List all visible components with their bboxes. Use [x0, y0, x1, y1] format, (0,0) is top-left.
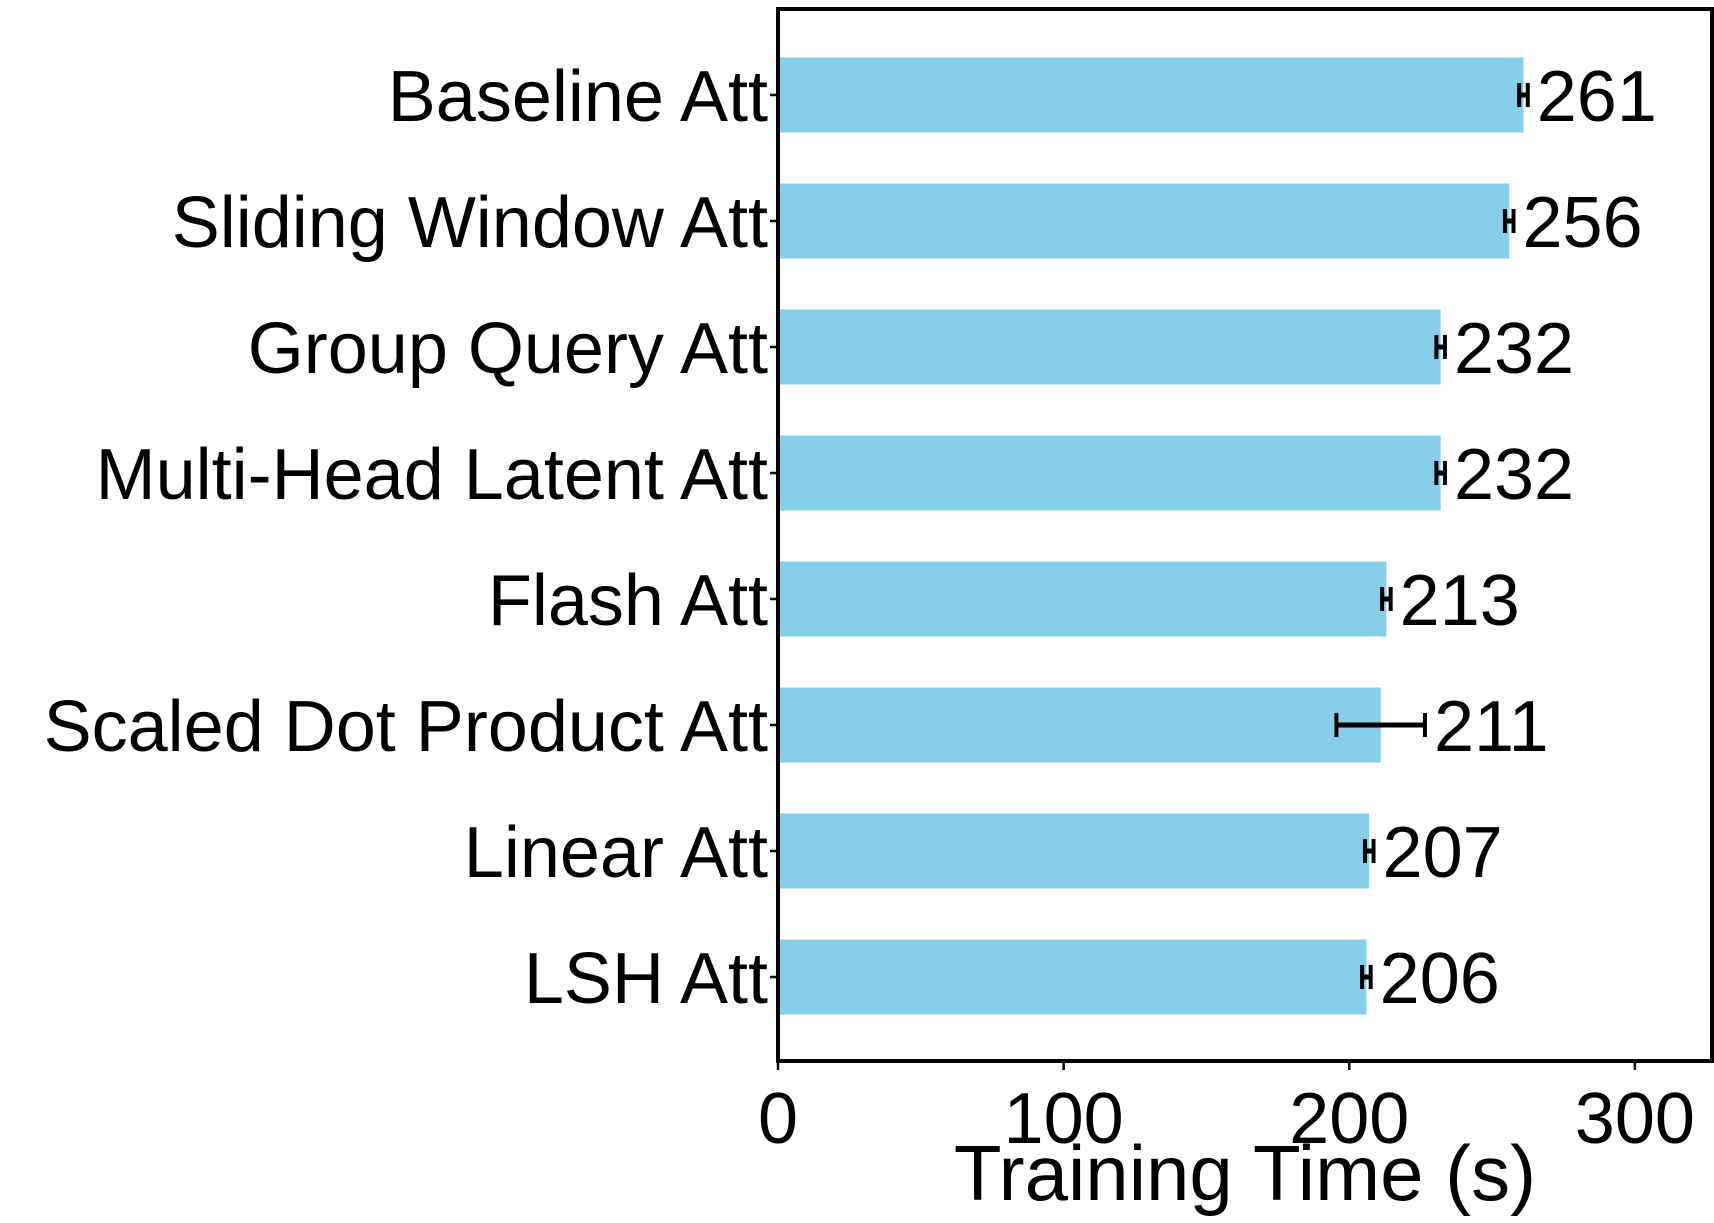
- category-label: Group Query Att: [248, 309, 768, 389]
- error-bar: [1434, 335, 1447, 359]
- error-bar: [1360, 965, 1373, 989]
- value-label: 232: [1454, 309, 1574, 389]
- x-tick-label: 200: [1289, 1079, 1409, 1159]
- x-tick-label: 0: [758, 1079, 798, 1159]
- value-labels-layer: 261 256 232 232 213 211 207 206: [1380, 57, 1657, 1019]
- category-label: LSH Att: [524, 939, 768, 1019]
- category-label: Sliding Window Att: [172, 183, 768, 263]
- error-bars-layer: [1334, 83, 1530, 989]
- bar: [778, 183, 1510, 259]
- value-label: 206: [1380, 939, 1500, 1019]
- error-bar: [1502, 209, 1516, 233]
- bar: [778, 435, 1441, 511]
- category-label: Multi-Head Latent Att: [96, 435, 768, 515]
- error-bar: [1334, 713, 1427, 737]
- error-bar: [1517, 83, 1530, 107]
- value-label: 211: [1434, 687, 1549, 767]
- bar: [778, 57, 1524, 133]
- y-axis: Baseline Att Sliding Window Att Group Quer…: [44, 57, 778, 1019]
- bar: [778, 687, 1381, 763]
- plot-frame: [776, 7, 1714, 1063]
- value-label: 261: [1537, 57, 1657, 137]
- category-label: Baseline Att: [388, 57, 768, 137]
- category-label: Flash Att: [488, 561, 768, 641]
- bars-layer: [778, 57, 1524, 1015]
- x-tick-label: 100: [1004, 1079, 1124, 1159]
- category-label: Linear Att: [464, 813, 768, 893]
- error-bar: [1362, 839, 1376, 863]
- bar: [778, 309, 1441, 385]
- bar: [778, 561, 1387, 637]
- x-axis-title: Training Time (s): [954, 1129, 1536, 1217]
- bar: [778, 813, 1370, 889]
- value-label: 207: [1383, 813, 1503, 893]
- value-label: 256: [1522, 183, 1642, 263]
- x-axis: 0 100 200 300: [758, 1061, 1695, 1159]
- bar: [778, 939, 1367, 1015]
- category-label: Scaled Dot Product Att: [44, 687, 768, 767]
- x-tick-label: 300: [1575, 1079, 1695, 1159]
- error-bar: [1434, 461, 1447, 485]
- value-label: 232: [1454, 435, 1574, 515]
- error-bar: [1380, 587, 1393, 611]
- value-label: 213: [1400, 561, 1520, 641]
